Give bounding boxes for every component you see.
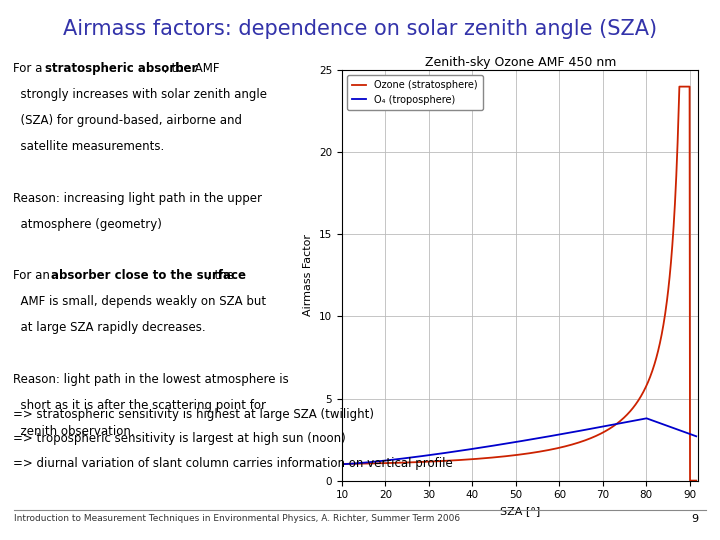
Ozone (stratosphere)	[544, 447, 552, 454]
Text: For a: For a	[13, 62, 46, 75]
Text: => stratospheric sensitivity is highest at large SZA (twilight): => stratospheric sensitivity is highest …	[13, 408, 374, 421]
Text: atmosphere (geometry): atmosphere (geometry)	[13, 218, 162, 231]
O₄ (troposphere)	[338, 461, 346, 468]
X-axis label: SZA [°]: SZA [°]	[500, 506, 540, 516]
Text: , the AMF: , the AMF	[164, 62, 220, 75]
Text: (SZA) for ground-based, airborne and: (SZA) for ground-based, airborne and	[13, 114, 242, 127]
Text: => diurnal variation of slant column carries information on vertical profile: => diurnal variation of slant column car…	[13, 457, 453, 470]
O₄ (troposphere)	[563, 430, 572, 436]
O₄ (troposphere)	[692, 433, 701, 440]
Line: Ozone (stratosphere): Ozone (stratosphere)	[342, 86, 696, 481]
Text: zenith observation.: zenith observation.	[13, 425, 135, 438]
Ozone (stratosphere)	[359, 461, 368, 467]
Text: at large SZA rapidly decreases.: at large SZA rapidly decreases.	[13, 321, 206, 334]
O₄ (troposphere)	[553, 431, 562, 438]
Legend: Ozone (stratosphere), O₄ (troposphere): Ozone (stratosphere), O₄ (troposphere)	[347, 75, 482, 110]
O₄ (troposphere)	[359, 460, 368, 466]
Text: For an: For an	[13, 269, 53, 282]
O₄ (troposphere)	[642, 415, 650, 422]
Text: Introduction to Measurement Techniques in Environmental Physics, A. Richter, Sum: Introduction to Measurement Techniques i…	[14, 514, 461, 523]
Text: Airmass factors: dependence on solar zenith angle (SZA): Airmass factors: dependence on solar zen…	[63, 19, 657, 39]
Ozone (stratosphere)	[685, 477, 694, 484]
Text: satellite measurements.: satellite measurements.	[13, 140, 164, 153]
Ozone (stratosphere)	[563, 442, 572, 449]
Ozone (stratosphere)	[553, 445, 562, 451]
Text: Reason: light path in the lowest atmosphere is: Reason: light path in the lowest atmosph…	[13, 373, 289, 386]
Y-axis label: Airmass Factor: Airmass Factor	[303, 234, 313, 316]
Text: short as it is after the scattering point for: short as it is after the scattering poin…	[13, 399, 266, 412]
Ozone (stratosphere)	[675, 83, 684, 90]
Text: strongly increases with solar zenith angle: strongly increases with solar zenith ang…	[13, 88, 267, 101]
Text: => tropospheric sensitivity is largest at high sun (noon): => tropospheric sensitivity is largest a…	[13, 433, 346, 446]
Ozone (stratosphere)	[606, 425, 615, 431]
Ozone (stratosphere)	[338, 461, 346, 467]
Text: AMF is small, depends weakly on SZA but: AMF is small, depends weakly on SZA but	[13, 295, 266, 308]
Line: O₄ (troposphere): O₄ (troposphere)	[342, 418, 696, 464]
Text: Reason: increasing light path in the upper: Reason: increasing light path in the upp…	[13, 192, 262, 205]
Title: Zenith-sky Ozone AMF 450 nm: Zenith-sky Ozone AMF 450 nm	[425, 56, 616, 69]
Text: , the: , the	[207, 269, 235, 282]
Ozone (stratosphere)	[692, 477, 701, 484]
O₄ (troposphere)	[544, 433, 552, 440]
Text: 9: 9	[691, 514, 698, 524]
O₄ (troposphere)	[606, 422, 615, 428]
O₄ (troposphere)	[643, 415, 652, 422]
Text: absorber close to the surface: absorber close to the surface	[50, 269, 246, 282]
Ozone (stratosphere)	[643, 381, 652, 388]
Text: stratospheric absorber: stratospheric absorber	[45, 62, 198, 75]
